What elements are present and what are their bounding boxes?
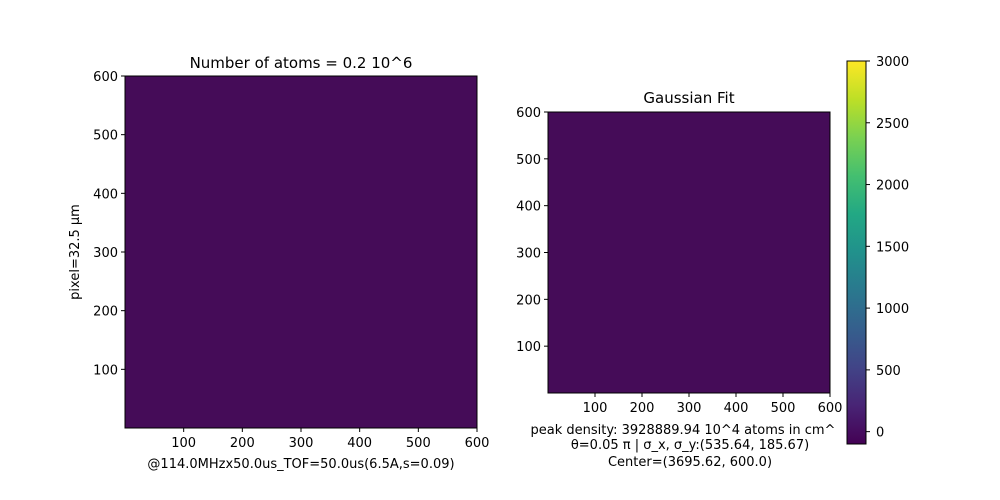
colorbar: 0 500 1000 1500 2000 2500 3000: [846, 55, 909, 445]
right-y-tick-label: 600: [516, 106, 541, 121]
left-x-tick-label: 500: [406, 436, 431, 451]
colorbar-gradient: [846, 60, 867, 445]
left-y-tick-label: 200: [93, 305, 118, 320]
colorbar-tick-label: 1000: [876, 302, 909, 317]
colorbar-tick-label: 0: [876, 426, 884, 441]
left-y-tick-label: 400: [93, 187, 118, 202]
right-y-tick-label: 300: [516, 247, 541, 262]
right-y-tick-label: 400: [516, 200, 541, 215]
right-y-ticks: 100 200 300 400 500 600: [516, 106, 548, 355]
left-y-tick-label: 300: [93, 246, 118, 261]
right-title: Gaussian Fit: [643, 89, 734, 107]
right-y-tick-label: 200: [516, 293, 541, 308]
colorbar-tick-label: 2000: [876, 179, 909, 194]
right-x-tick-label: 200: [630, 401, 655, 416]
right-annotation-line-1: peak density: 3928889.94 10^4 atoms in c…: [531, 423, 836, 438]
right-heatmap-area: [547, 111, 831, 394]
left-y-tick-label: 500: [93, 129, 118, 144]
right-x-tick-label: 600: [818, 401, 843, 416]
right-annotation-line-3: Center=(3695.62, 600.0): [608, 455, 772, 470]
right-x-tick-label: 100: [583, 401, 608, 416]
left-heatmap-area: [124, 75, 478, 429]
colorbar-tick-label: 500: [876, 364, 901, 379]
left-x-tick-label: 600: [465, 436, 490, 451]
right-x-tick-label: 400: [724, 401, 749, 416]
colorbar-tick-label: 1500: [876, 240, 909, 255]
left-y-ticks: 100 200 300 400 500 600: [93, 70, 125, 378]
left-x-tick-label: 300: [289, 436, 314, 451]
right-x-tick-label: 500: [771, 401, 796, 416]
right-x-ticks: 100 200 300 400 500 600: [583, 393, 843, 416]
colorbar-tick-label: 3000: [876, 55, 909, 70]
right-y-tick-label: 100: [516, 340, 541, 355]
right-panel: Gaussian Fit 100 200 300 400 500 600 100 200 30…: [516, 89, 842, 470]
left-panel: Number of atoms = 0.2 10^6 100 200 300 400 5…: [68, 54, 489, 472]
left-x-tick-label: 200: [230, 436, 255, 451]
left-y-tick-label: 100: [93, 363, 118, 378]
right-y-tick-label: 500: [516, 153, 541, 168]
left-ylabel: pixel=32.5 µm: [68, 204, 83, 300]
colorbar-ticks: 0 500 1000 1500 2000 2500 3000: [866, 55, 909, 441]
colorbar-tick-label: 2500: [876, 117, 909, 132]
left-x-tick-label: 100: [171, 436, 196, 451]
right-x-tick-label: 300: [677, 401, 702, 416]
left-xlabel: @114.0MHzx50.0us_TOF=50.0us(6.5A,s=0.09): [147, 457, 454, 472]
left-x-ticks: 100 200 300 400 500 600: [171, 428, 489, 451]
left-x-tick-label: 400: [347, 436, 372, 451]
right-annotation-line-2: θ=0.05 π | σ_x, σ_y:(535.64, 185.67): [571, 438, 809, 453]
left-y-tick-label: 600: [93, 70, 118, 85]
left-title: Number of atoms = 0.2 10^6: [190, 54, 413, 72]
